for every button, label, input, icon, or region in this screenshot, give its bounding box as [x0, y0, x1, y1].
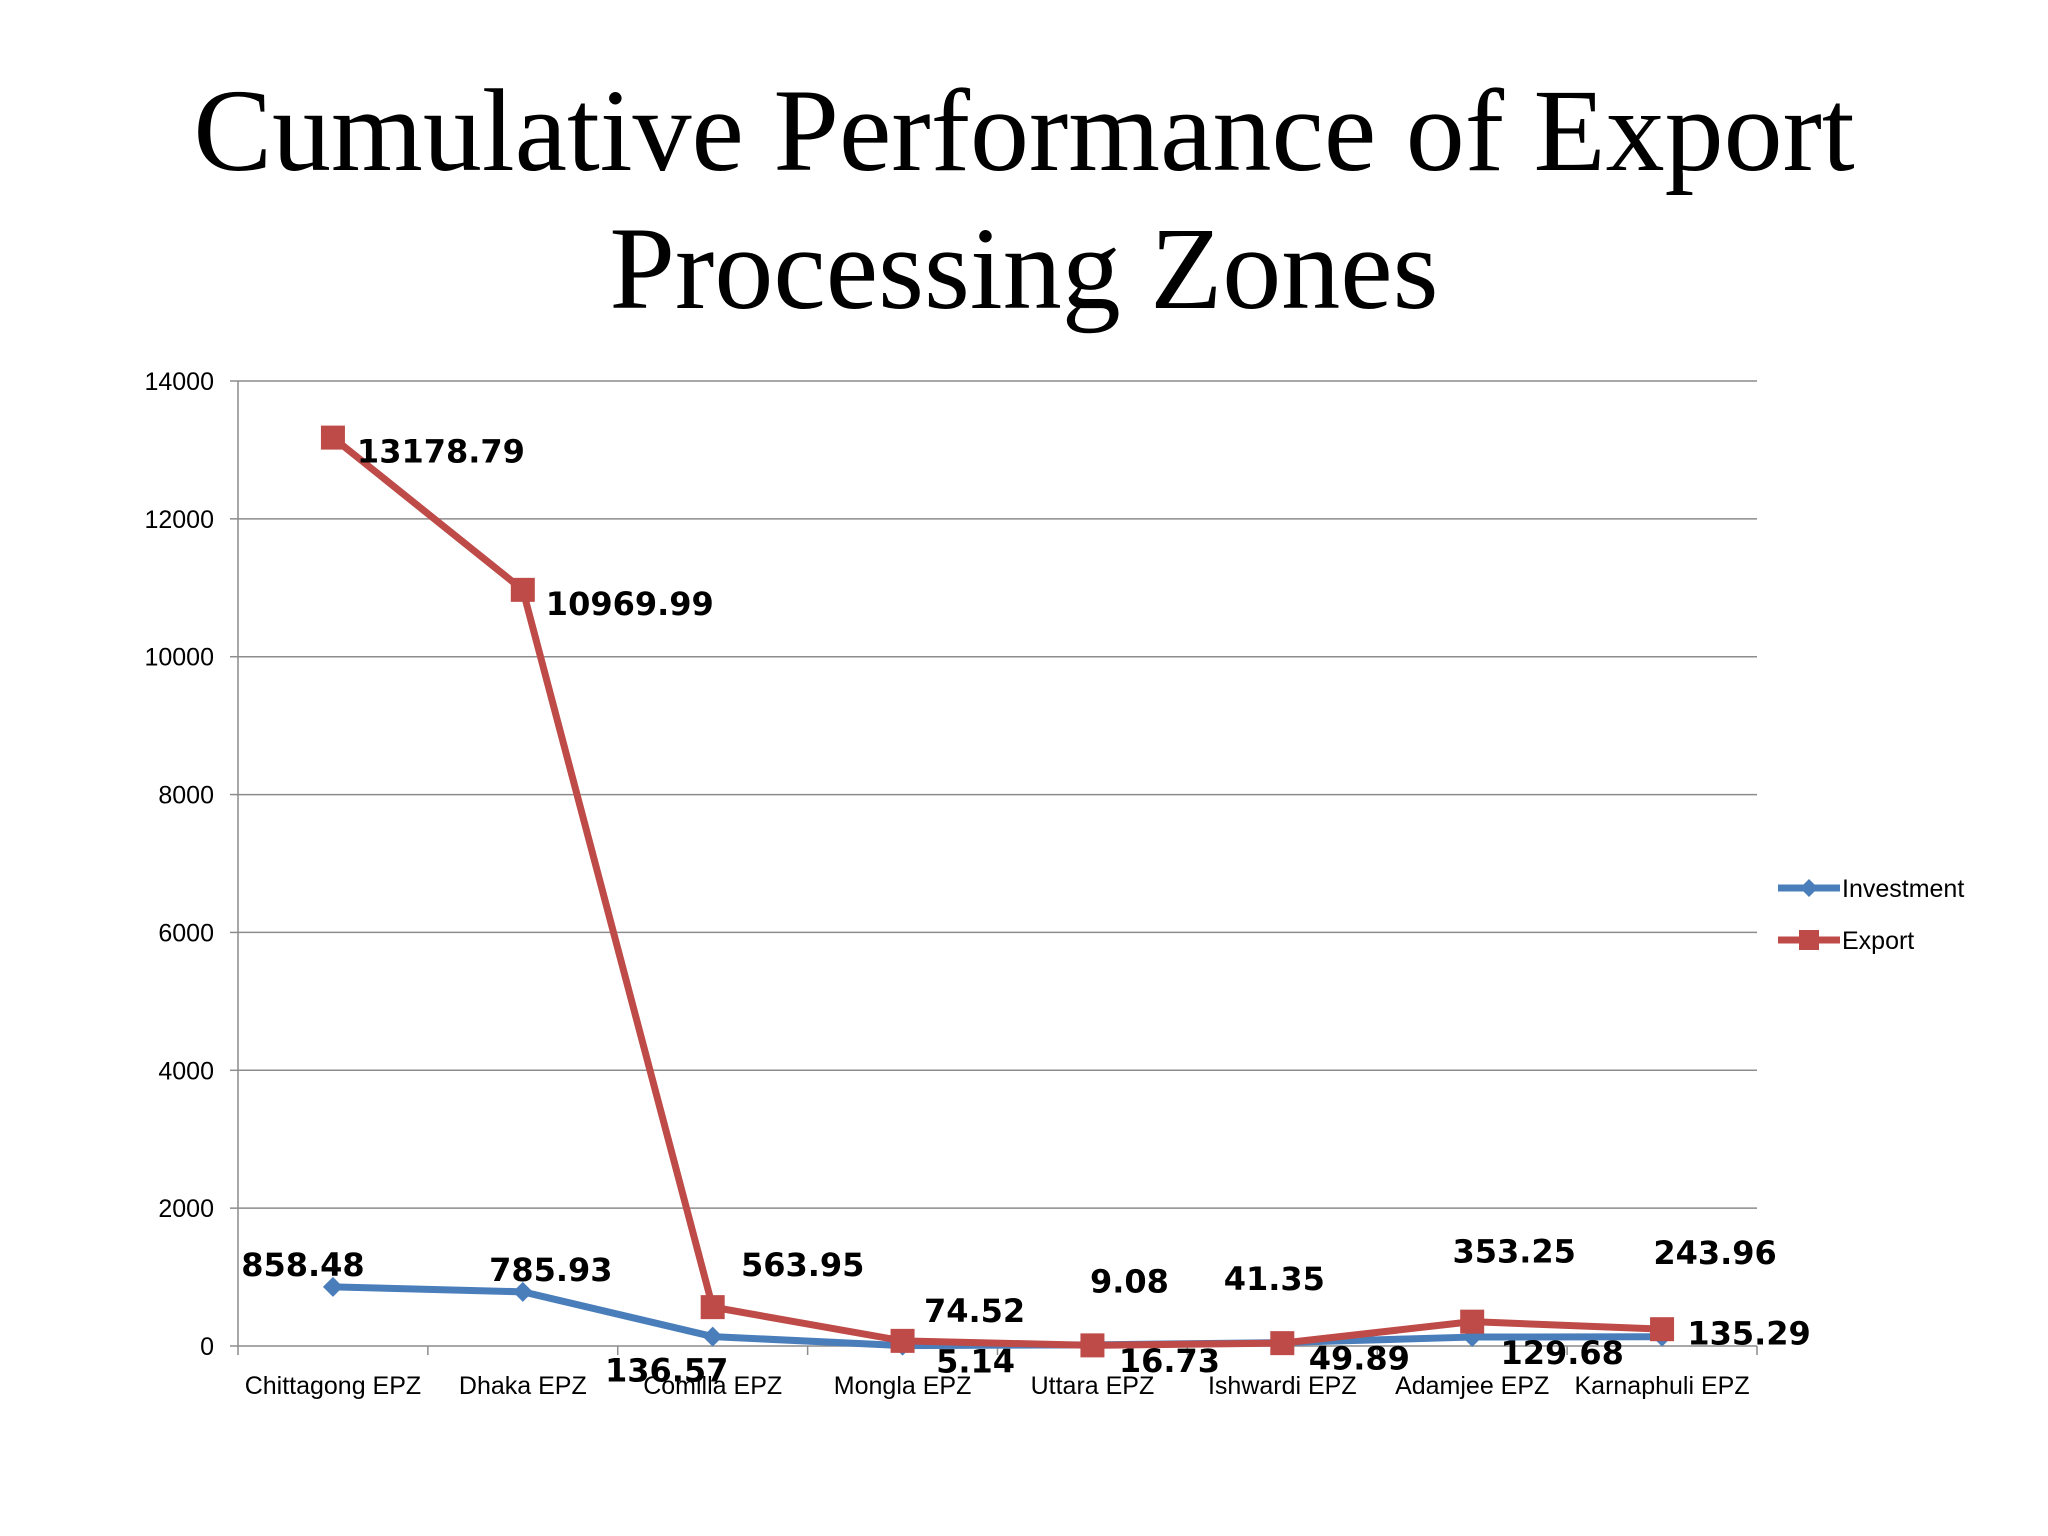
page-title-line-1: Cumulative Performance of Export — [193, 65, 1855, 196]
x-tick-label: Uttara EPZ — [1031, 1372, 1155, 1400]
data-labels: 858.48 785.93 136.57 5.14 16.73 49.89 129.68 13… — [241, 433, 1811, 1390]
data-label-investment: 858.48 — [241, 1246, 364, 1284]
x-tick-label: Chittagong EPZ — [245, 1372, 422, 1400]
legend-square-icon — [1799, 930, 1819, 950]
y-tick-label: 14000 — [144, 368, 214, 396]
data-label-investment: 5.14 — [936, 1343, 1015, 1381]
data-point-export — [1080, 1333, 1105, 1358]
legend-label: Export — [1842, 927, 1914, 955]
y-tick-label: 6000 — [158, 919, 214, 947]
data-label-export: 10969.99 — [546, 585, 714, 623]
data-point-export — [1650, 1317, 1675, 1342]
data-label-export: 353.25 — [1452, 1233, 1575, 1271]
y-tick-label: 0 — [200, 1333, 214, 1361]
y-tick-label: 10000 — [144, 644, 214, 672]
y-tick-label: 4000 — [158, 1057, 214, 1085]
y-tick-label: 2000 — [158, 1195, 214, 1223]
data-label-export: 13178.79 — [357, 433, 525, 471]
axes: 0 2000 4000 6000 8000 10000 12000 14000 Chittago… — [144, 368, 1758, 1400]
data-point-investment — [702, 1326, 723, 1347]
page-title: Cumulative Performance of Export Process… — [0, 62, 2048, 338]
y-tick-label: 8000 — [158, 782, 214, 810]
data-label-investment: 16.73 — [1119, 1342, 1220, 1380]
series-line-export — [330, 434, 1663, 1349]
legend: Investment Export — [1778, 875, 1964, 955]
x-tick-label: Karnaphuli EPZ — [1575, 1372, 1750, 1400]
data-point-export — [890, 1328, 915, 1353]
data-label-investment: 136.57 — [605, 1352, 728, 1390]
data-label-export: 41.35 — [1224, 1260, 1325, 1298]
gridlines — [238, 380, 1757, 1209]
legend-item-investment: Investment — [1778, 875, 1964, 903]
data-label-export: 563.95 — [741, 1246, 864, 1284]
data-label-export: 9.08 — [1090, 1262, 1169, 1300]
x-tick-label: Ishwardi EPZ — [1208, 1372, 1357, 1400]
data-label-export: 243.96 — [1653, 1234, 1776, 1272]
page-title-line-2: Processing Zones — [609, 203, 1439, 334]
x-tick-label: Mongla EPZ — [834, 1372, 972, 1400]
data-label-investment: 49.89 — [1309, 1340, 1410, 1378]
series-export — [320, 425, 1675, 1358]
data-point-investment — [512, 1281, 533, 1302]
data-point-export — [510, 577, 535, 602]
y-tick-label: 12000 — [144, 506, 214, 534]
x-tick-label: Adamjee EPZ — [1395, 1372, 1549, 1400]
data-label-export: 74.52 — [924, 1292, 1025, 1330]
legend-item-export: Export — [1778, 927, 1914, 955]
data-label-investment: 135.29 — [1687, 1315, 1810, 1353]
data-point-export — [700, 1295, 725, 1320]
data-label-investment: 129.68 — [1500, 1334, 1623, 1372]
legend-label: Investment — [1842, 875, 1964, 903]
x-tick-label: Dhaka EPZ — [459, 1372, 587, 1400]
legend-diamond-icon — [1800, 879, 1818, 897]
data-point-export — [1460, 1309, 1485, 1334]
data-label-investment: 785.93 — [489, 1251, 612, 1289]
x-tick-label: Comilla EPZ — [643, 1372, 782, 1400]
series — [320, 425, 1675, 1358]
data-point-export — [320, 425, 345, 450]
data-point-investment — [322, 1276, 343, 1297]
data-point-export — [1270, 1331, 1295, 1356]
